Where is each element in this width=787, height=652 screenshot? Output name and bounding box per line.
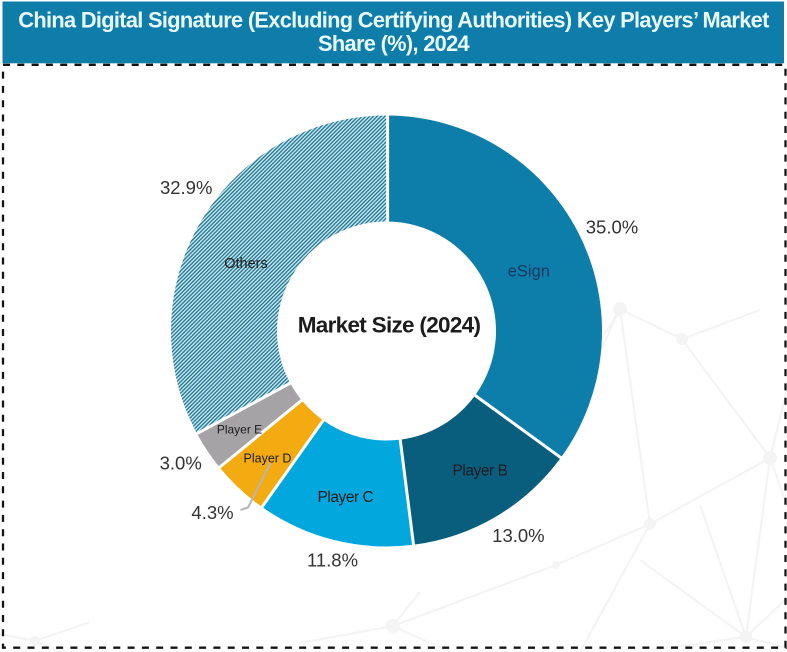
svg-text:35.0%: 35.0% bbox=[586, 216, 638, 237]
svg-text:Share (%), 2024: Share (%), 2024 bbox=[318, 31, 469, 56]
svg-text:13.0%: 13.0% bbox=[492, 525, 544, 546]
svg-text:China Digital Signature (Exclu: China Digital Signature (Excluding Certi… bbox=[18, 8, 769, 33]
svg-text:Player B: Player B bbox=[453, 463, 508, 480]
svg-text:32.9%: 32.9% bbox=[160, 177, 212, 198]
svg-text:Player D: Player D bbox=[244, 452, 292, 466]
svg-text:4.3%: 4.3% bbox=[191, 502, 233, 523]
svg-text:Others: Others bbox=[224, 256, 268, 272]
svg-text:11.8%: 11.8% bbox=[307, 550, 358, 571]
svg-text:Market Size (2024): Market Size (2024) bbox=[298, 312, 481, 337]
svg-text:Player C: Player C bbox=[317, 489, 373, 506]
svg-text:eSign: eSign bbox=[508, 262, 550, 280]
svg-text:Player E: Player E bbox=[217, 423, 262, 437]
svg-text:3.0%: 3.0% bbox=[160, 453, 202, 474]
